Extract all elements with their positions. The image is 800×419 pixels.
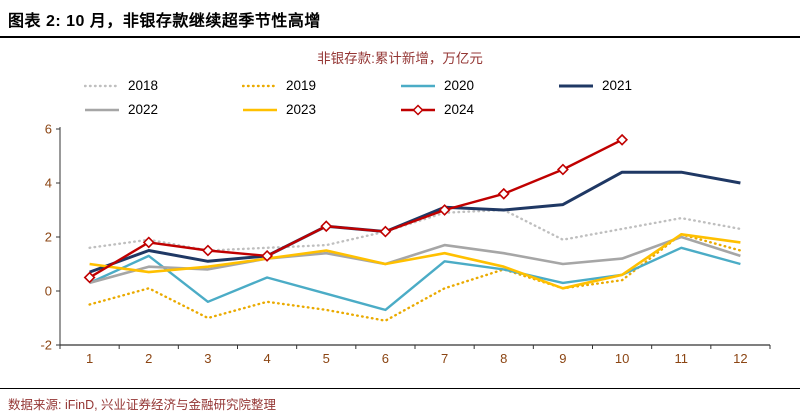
x-tick-label: 7	[441, 351, 448, 366]
series-line-2019	[88, 233, 742, 322]
x-tick-label: 4	[263, 351, 270, 366]
x-tick-label: 2	[145, 351, 152, 366]
marker-diamond-2024	[320, 220, 333, 233]
series-line-2022	[89, 235, 741, 285]
legend-label-2020: 2020	[444, 78, 475, 93]
legend-item-2023: 2023	[242, 102, 400, 117]
x-tick-label: 9	[559, 351, 566, 366]
y-tick-label: 2	[45, 230, 52, 245]
x-tick-label: 3	[204, 351, 211, 366]
marker-diamond-2024	[201, 244, 214, 257]
marker-diamond-2024	[438, 204, 451, 216]
figure-title: 图表 2: 10 月，非银存款继续超季节性高增	[8, 13, 321, 30]
marker-diamond-2024	[497, 187, 510, 200]
legend-item-2019: 2019	[242, 78, 400, 93]
x-tick-label: 6	[382, 351, 389, 366]
series-line-2023	[89, 233, 741, 290]
source-note: 数据来源: iFinD, 兴业证券经济与金融研究院整理	[8, 398, 277, 412]
legend-label-2021: 2021	[602, 78, 633, 93]
chart-block: 非银存款:累计新增，万亿元 2018 2019 2020 2021 2022 2023 20…	[0, 38, 800, 388]
marker-diamond-2024	[556, 163, 569, 176]
legend-item-2022: 2022	[84, 102, 242, 117]
chart-legend: 2018 2019 2020 2021 2022 2023 2024	[0, 78, 800, 117]
figure-footer: 数据来源: iFinD, 兴业证券经济与金融研究院整理	[0, 388, 800, 419]
marker-diamond-2024	[379, 225, 392, 238]
marker-diamond-2024	[83, 271, 96, 284]
legend-line-sample-2023	[243, 108, 277, 111]
title-divider	[0, 36, 800, 38]
y-tick-label: 4	[45, 176, 52, 191]
legend-line-sample-2022	[85, 108, 119, 111]
series-line-2021	[89, 170, 741, 274]
series-line-2020	[89, 246, 741, 312]
x-tick-label: 5	[323, 351, 330, 366]
footer-divider	[0, 388, 800, 389]
series-line-2018	[88, 208, 742, 252]
legend-line-sample-2020	[401, 84, 435, 87]
y-tick-label: 0	[45, 284, 52, 299]
x-tick-label: 8	[500, 351, 507, 366]
legend-label-2024: 2024	[444, 102, 475, 117]
x-tick-label: 1	[86, 351, 93, 366]
x-tick-label: 11	[675, 351, 689, 366]
legend-line-sample-2018	[84, 84, 120, 87]
marker-diamond-2024	[616, 133, 629, 146]
y-tick-label: 6	[45, 122, 52, 137]
legend-label-2019: 2019	[286, 78, 317, 93]
y-tick-label: -2	[40, 338, 52, 353]
x-tick-label: 12	[733, 351, 747, 366]
marker-diamond-2024	[261, 249, 274, 262]
legend-line-sample-2019	[242, 84, 278, 87]
x-tick-label: 10	[615, 351, 629, 366]
legend-item-2021: 2021	[558, 78, 716, 93]
legend-item-2020: 2020	[400, 78, 558, 93]
marker-diamond-2024	[142, 236, 155, 249]
legend-label-2023: 2023	[286, 102, 317, 117]
legend-item-2018: 2018	[84, 78, 242, 93]
series-line-2024	[88, 138, 623, 279]
legend-line-sample-2021	[559, 84, 593, 87]
legend-label-2018: 2018	[128, 78, 159, 93]
chart-subtitle: 非银存款:累计新增，万亿元	[317, 51, 483, 66]
legend-line-sample-2024	[401, 103, 435, 116]
legend-item-2024: 2024	[400, 102, 558, 117]
legend-label-2022: 2022	[128, 102, 159, 117]
